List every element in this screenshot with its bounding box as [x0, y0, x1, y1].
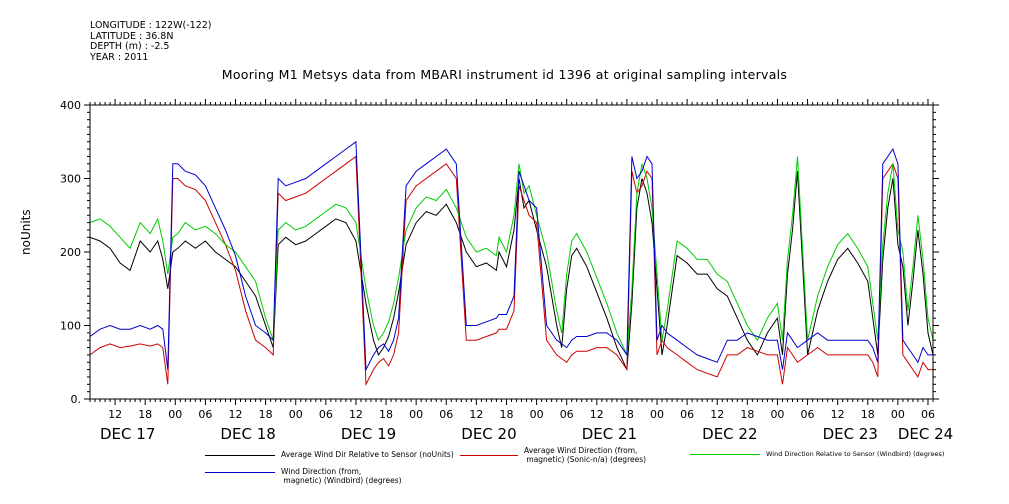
- x-date-label: DEC 19: [341, 425, 396, 443]
- x-hour-label: 12: [831, 408, 845, 421]
- y-axis-label: noUnits: [19, 209, 33, 255]
- series-layer: [89, 140, 934, 387]
- y-tick-label: 300: [60, 173, 81, 186]
- legend-swatch: [205, 455, 275, 456]
- x-date-label: DEC 17: [100, 425, 155, 443]
- plot-frame: [89, 104, 934, 400]
- legend-item-black: Average Wind Dir Relative to Sensor (noU…: [205, 450, 454, 477]
- legend-swatch: [205, 472, 275, 473]
- x-hour-label: 00: [289, 408, 303, 421]
- x-date-label: DEC 20: [461, 425, 516, 443]
- x-hour-label: 12: [590, 408, 604, 421]
- x-hour-label: 06: [319, 408, 333, 421]
- depth-label: DEPTH (m) : -2.5: [90, 41, 170, 52]
- x-hour-label: 00: [530, 408, 544, 421]
- x-date-label: DEC 22: [702, 425, 757, 443]
- x-hour-label: 06: [198, 408, 212, 421]
- x-hour-label: 18: [259, 408, 273, 421]
- x-date-label: DEC 21: [582, 425, 637, 443]
- x-hour-label: 18: [740, 408, 754, 421]
- legend-swatch: [460, 455, 518, 456]
- x-date-label: DEC 18: [220, 425, 275, 443]
- latitude-label: LATITUDE : 36.8N: [90, 30, 174, 42]
- x-hour-label: 06: [801, 408, 815, 421]
- legend-label: Wind Direction Relative to Sensor (Windb…: [766, 450, 945, 458]
- y-tick-label: 100: [60, 320, 81, 333]
- axis-layer: 0. 100 200 300 400 12 18 00 06 12 18 00 06 12 18 00 06 12…: [60, 99, 953, 443]
- longitude-label: LONGITUDE : 122W(-122): [90, 20, 212, 31]
- legend-label: Wind Direction (from, magnetic) (Windbir…: [281, 467, 402, 485]
- x-hour-label: 00: [168, 408, 182, 421]
- legend-item-green: Wind Direction Relative to Sensor (Windb…: [690, 450, 944, 476]
- legend-label: Average Wind Dir Relative to Sensor (noU…: [281, 450, 454, 459]
- x-hour-label: 00: [650, 408, 664, 421]
- x-hour-label: 12: [349, 408, 363, 421]
- x-hour-label: 06: [680, 408, 694, 421]
- x-hour-label: 00: [409, 408, 423, 421]
- chart-title: Mooring M1 Metsys data from MBARI instru…: [221, 67, 788, 82]
- x-hour-label: 18: [861, 408, 875, 421]
- x-hour-label: 06: [439, 408, 453, 421]
- x-hour-label: 12: [469, 408, 483, 421]
- y-tick-label: 200: [60, 246, 81, 259]
- x-date-label: DEC 23: [823, 425, 878, 443]
- x-hour-label: 00: [770, 408, 784, 421]
- series-line-2: [89, 156, 934, 356]
- legend-item-blue: Wind Direction (from, magnetic) (Windbir…: [205, 467, 402, 494]
- series-line-1: [89, 155, 933, 387]
- x-hour-label: 18: [620, 408, 634, 421]
- x-hour-label: 00: [891, 408, 905, 421]
- y-tick-label: 0.: [71, 393, 82, 406]
- series-line-3: [89, 140, 933, 372]
- x-hour-label: 18: [138, 408, 152, 421]
- x-hour-label: 12: [108, 408, 122, 421]
- y-tick-label: 400: [60, 99, 81, 112]
- x-hour-label: 18: [379, 408, 393, 421]
- legend-swatch: [690, 454, 760, 455]
- x-hour-label: 18: [499, 408, 513, 421]
- x-hour-label: 12: [710, 408, 724, 421]
- metadata-block: LONGITUDE : 122W(-122) LATITUDE : 36.8N …: [90, 20, 212, 63]
- x-hour-label: 06: [921, 408, 935, 421]
- x-hour-label: 06: [560, 408, 574, 421]
- legend-item-red: Average Wind Direction (from, magnetic) …: [460, 446, 646, 473]
- x-date-label: DEC 24: [898, 425, 953, 443]
- x-hour-label: 12: [229, 408, 243, 421]
- series-line-0: [89, 171, 934, 370]
- legend-label: Average Wind Direction (from, magnetic) …: [524, 446, 647, 464]
- year-label: YEAR : 2011: [90, 51, 149, 63]
